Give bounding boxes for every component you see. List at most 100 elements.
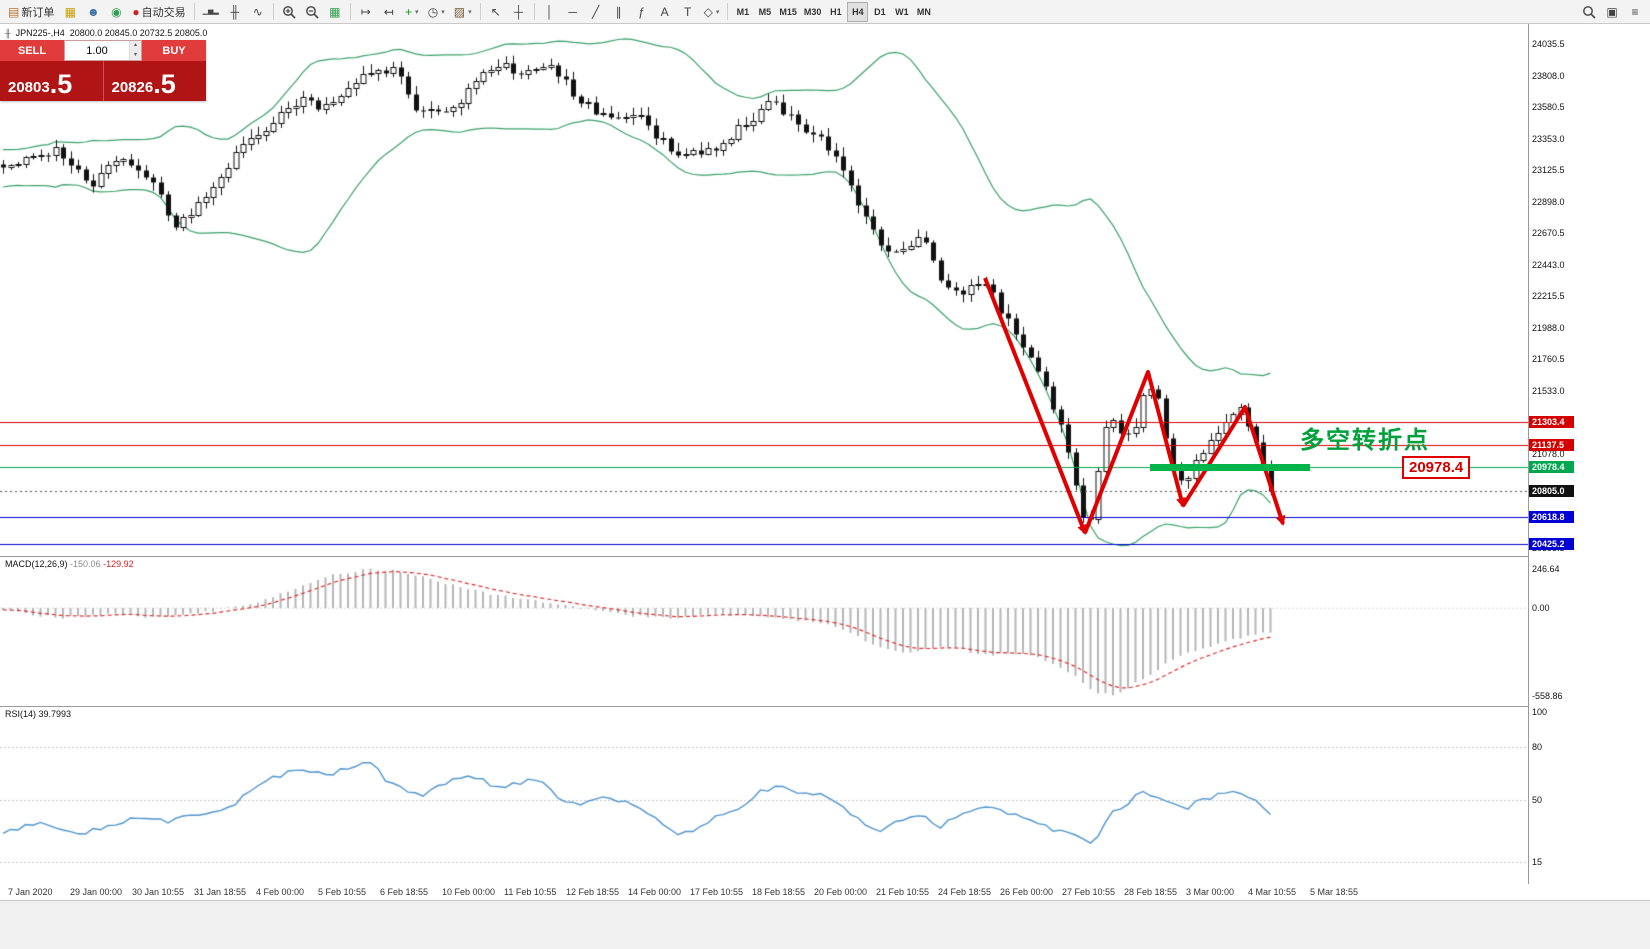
chart-shift-button[interactable]: ↤ [378, 2, 400, 22]
main-chart[interactable]: ╫ JPN225-,H4 20800.0 20845.0 20732.5 208… [0, 24, 1528, 556]
templates-icon: ▨ [453, 4, 466, 19]
shapes-button[interactable]: ◇ ▾ [700, 2, 724, 22]
timeframe-m1-button[interactable]: M1 [732, 2, 753, 22]
new-order-button[interactable]: ▤ 新订单 [4, 2, 58, 22]
timeframe-h1-button[interactable]: H1 [825, 2, 846, 22]
toolbar-separator [479, 3, 481, 20]
profiles-icon: ☻ [87, 4, 100, 19]
auto-scroll-icon: ↦ [360, 4, 371, 19]
rsi-panel[interactable]: RSI(14) 39.7993 [0, 706, 1528, 884]
channel-button[interactable]: ∥ [608, 2, 630, 22]
cursor-icon: ↖ [490, 4, 501, 19]
sell-button[interactable]: SELL [0, 40, 64, 61]
time-axis-label: 31 Jan 18:55 [194, 887, 247, 897]
price-axis-label: 23353.0 [1532, 133, 1565, 144]
time-axis-label: 28 Feb 18:55 [1124, 887, 1178, 897]
time-axis-label: 11 Feb 10:55 [504, 887, 557, 897]
timeframe-w1-button[interactable]: W1 [891, 2, 912, 22]
macd-label: MACD(12,26,9) [5, 559, 68, 569]
window-background [0, 900, 1650, 949]
support-line-segment[interactable] [1150, 464, 1310, 471]
bar-chart-button[interactable]: ▁▅▂ [199, 2, 223, 22]
rsi-label-row: RSI(14) 39.7993 [5, 709, 71, 719]
timeframe-m30-button[interactable]: M30 [801, 2, 825, 22]
tile-windows-icon: ▦ [329, 4, 341, 19]
time-axis-label: 26 Feb 00:00 [1000, 887, 1054, 897]
horizontal-line-button[interactable]: ─ [562, 2, 584, 22]
macd-value: -150.06 [70, 559, 101, 569]
data-window-button[interactable]: ◉ [105, 2, 127, 22]
new-order-button-label: 新订单 [21, 6, 55, 19]
timeframe-m15-button[interactable]: M15 [776, 2, 800, 22]
buy-button[interactable]: BUY [142, 40, 206, 61]
templates-button[interactable]: ▨ ▾ [450, 2, 476, 22]
toolbar-options-button[interactable]: ≡ [1624, 2, 1646, 22]
rsi-canvas [0, 706, 1528, 884]
time-axis[interactable]: 7 Jan 2020 29 Jan 00:00 30 Jan 10:55 31 Jan… [0, 884, 1650, 900]
vertical-line-icon: │ [545, 4, 554, 19]
auto-scroll-button[interactable]: ↦ [355, 2, 377, 22]
time-axis-label: 14 Feb 00:00 [628, 887, 682, 897]
fibonacci-button[interactable]: ƒ [631, 2, 653, 22]
turning-point-annotation: 多空转折点 [1300, 427, 1430, 454]
macd-panel[interactable]: MACD(12,26,9) -150.06 -129.92 [0, 556, 1528, 706]
zoom-in-button[interactable] [278, 2, 300, 22]
sell-price-main: 20803 [8, 79, 50, 96]
toolbar-separator [272, 3, 274, 20]
label-button[interactable]: T [677, 2, 699, 22]
time-axis-label: 10 Feb 00:00 [442, 887, 496, 897]
timeframe-mn-button[interactable]: MN [913, 2, 934, 22]
dropdown-arrow-icon: ▾ [468, 8, 472, 16]
window-list-button[interactable]: ▣ [1601, 2, 1623, 22]
timeframe-m5-button[interactable]: M5 [754, 2, 775, 22]
candlestick-canvas [0, 24, 1528, 556]
panel-separator[interactable] [0, 706, 1650, 707]
line-chart-button[interactable]: ∿ [247, 2, 269, 22]
toolbar-separator [533, 3, 535, 20]
autotrading-button[interactable]: ● 自动交易 [128, 2, 189, 22]
volume-down-button[interactable]: ▾ [130, 50, 141, 60]
dropdown-arrow-icon: ▾ [715, 8, 720, 16]
volume-steppers: ▴ ▾ [129, 41, 141, 60]
trendline-button[interactable]: ╱ [585, 2, 607, 22]
time-axis-label: 20 Feb 00:00 [814, 887, 868, 897]
bar-chart-icon: ▁▅▂ [202, 8, 219, 15]
time-axis-label: 18 Feb 18:55 [752, 887, 806, 897]
new-chart-button[interactable]: ▦ [59, 2, 81, 22]
timeframe-h4-button[interactable]: H4 [847, 1, 869, 22]
candlestick-chart-button[interactable]: ╫ [224, 2, 246, 22]
periods-button[interactable]: ◷ ▾ [424, 2, 449, 22]
tile-windows-button[interactable]: ▦ [324, 2, 346, 22]
sell-price[interactable]: 20803.5 [0, 61, 103, 101]
price-axis-label: 21078.0 [1532, 448, 1565, 459]
zoom-out-button[interactable] [301, 2, 323, 22]
price-axis-label: 21760.5 [1532, 354, 1565, 365]
time-axis-label: 30 Jan 10:55 [132, 887, 185, 897]
macd-axis-label: -558.86 [1532, 691, 1563, 702]
panel-separator[interactable] [0, 556, 1650, 557]
price-level-tag: 20978.4 [1529, 461, 1574, 474]
price-axis-label: 23808.0 [1532, 70, 1565, 81]
rsi-axis-label: 100 [1532, 706, 1548, 717]
price-axis[interactable]: 24035.5 23808.0 23580.5 23353.0 23125.5 22898… [1528, 24, 1650, 900]
autotrading-icon: ● [132, 4, 140, 19]
macd-axis-label: 246.64 [1532, 564, 1560, 575]
buy-price-main: 20826 [111, 79, 154, 96]
macd-axis-label: 0.00 [1532, 603, 1550, 614]
profiles-button[interactable]: ☻ [82, 2, 104, 22]
volume-input[interactable] [65, 41, 129, 60]
volume-up-button[interactable]: ▴ [130, 41, 141, 51]
text-button[interactable]: A [654, 2, 676, 22]
cursor-button[interactable]: ↖ [485, 2, 507, 22]
crosshair-button[interactable]: ┼ [508, 2, 530, 22]
time-axis-label: 24 Feb 18:55 [938, 887, 992, 897]
search-button[interactable] [1578, 2, 1600, 22]
toolbar-separator [193, 3, 195, 20]
crosshair-icon: ┼ [514, 4, 523, 19]
vertical-line-button[interactable]: │ [539, 2, 561, 22]
buy-price[interactable]: 20826.5 [102, 61, 207, 101]
timeframe-d1-button[interactable]: D1 [869, 2, 890, 22]
indicators-button[interactable]: + ▾ [401, 2, 423, 22]
price-callout: 20978.4 [1402, 456, 1471, 479]
